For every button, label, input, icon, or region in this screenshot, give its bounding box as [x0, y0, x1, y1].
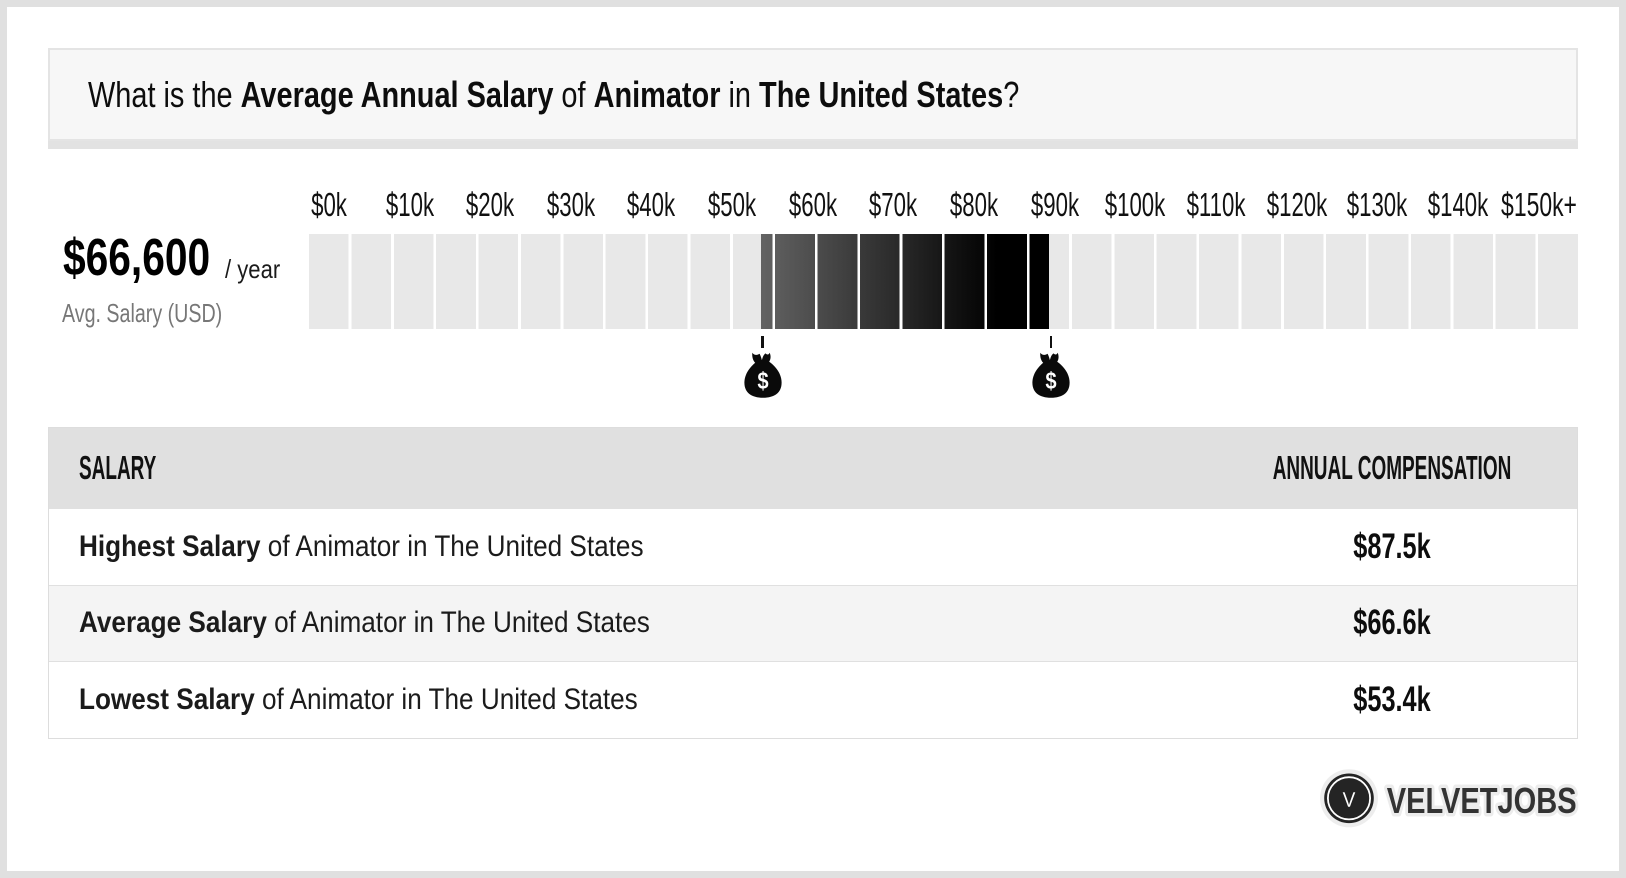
svg-text:VELVETJOBS: VELVETJOBS	[1387, 780, 1577, 821]
